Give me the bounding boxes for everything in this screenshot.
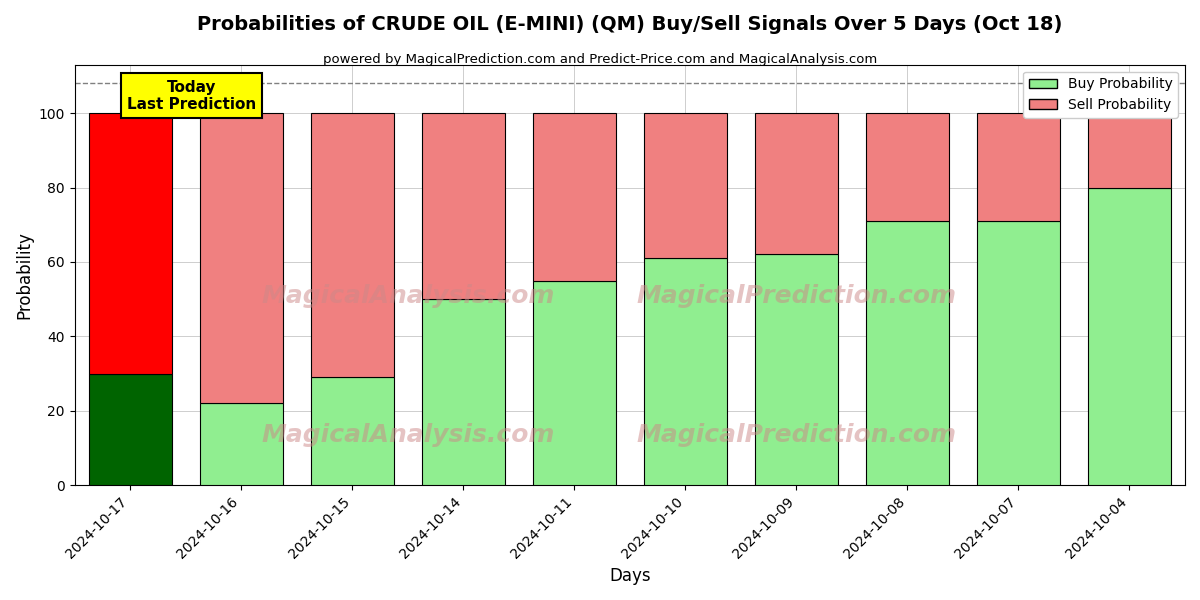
- Bar: [199, 113, 283, 403]
- Bar: [533, 113, 616, 281]
- Bar: [1088, 113, 1171, 188]
- Bar: [643, 113, 727, 258]
- Bar: [199, 403, 283, 485]
- Text: MagicalAnalysis.com: MagicalAnalysis.com: [262, 284, 554, 308]
- Title: Probabilities of CRUDE OIL (E-MINI) (QM) Buy/Sell Signals Over 5 Days (Oct 18): Probabilities of CRUDE OIL (E-MINI) (QM)…: [197, 15, 1062, 34]
- Bar: [311, 377, 394, 485]
- Bar: [977, 113, 1060, 221]
- X-axis label: Days: Days: [610, 567, 650, 585]
- Y-axis label: Probability: Probability: [16, 231, 34, 319]
- Bar: [311, 113, 394, 377]
- Bar: [89, 374, 172, 485]
- Text: MagicalAnalysis.com: MagicalAnalysis.com: [262, 423, 554, 447]
- Text: MagicalPrediction.com: MagicalPrediction.com: [636, 423, 956, 447]
- Bar: [643, 258, 727, 485]
- Bar: [1088, 188, 1171, 485]
- Text: Today
Last Prediction: Today Last Prediction: [127, 80, 256, 112]
- Legend: Buy Probability, Sell Probability: Buy Probability, Sell Probability: [1024, 71, 1178, 118]
- Text: MagicalPrediction.com: MagicalPrediction.com: [636, 284, 956, 308]
- Bar: [865, 221, 949, 485]
- Bar: [755, 113, 838, 254]
- Bar: [755, 254, 838, 485]
- Bar: [89, 113, 172, 374]
- Bar: [421, 113, 505, 299]
- Text: powered by MagicalPrediction.com and Predict-Price.com and MagicalAnalysis.com: powered by MagicalPrediction.com and Pre…: [323, 53, 877, 66]
- Bar: [865, 113, 949, 221]
- Bar: [977, 221, 1060, 485]
- Bar: [421, 299, 505, 485]
- Bar: [533, 281, 616, 485]
